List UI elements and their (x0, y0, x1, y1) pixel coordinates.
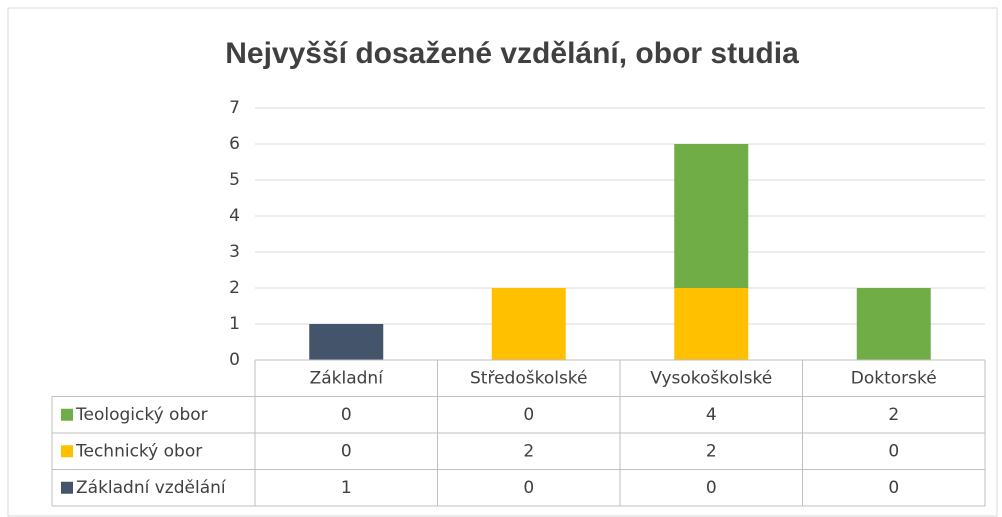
bar-segment (856, 288, 931, 360)
table-value: 0 (888, 441, 899, 461)
chart-border (7, 7, 998, 517)
x-tick-label: Středoškolské (470, 368, 588, 388)
table-value: 0 (888, 478, 899, 498)
chart-title: Nejvyšší dosažené vzdělání, obor studia (225, 37, 799, 70)
table-value: 4 (706, 405, 717, 425)
legend-key (61, 408, 73, 421)
bar-segment (674, 144, 749, 288)
legend-key (61, 481, 73, 494)
legend-label: Teologický obor (75, 405, 208, 425)
bar-segment (674, 288, 749, 360)
table-value: 0 (523, 478, 534, 498)
table-value: 0 (523, 405, 534, 425)
y-tick-label: 6 (229, 134, 240, 154)
legend-label: Technický obor (75, 441, 202, 461)
y-tick-label: 0 (229, 350, 240, 370)
legend-key (61, 445, 73, 458)
y-tick-label: 3 (229, 242, 240, 262)
x-tick-label: Základní (310, 368, 385, 388)
table-value: 2 (523, 441, 534, 461)
table-value: 2 (888, 405, 899, 425)
table-value: 0 (706, 478, 717, 498)
y-tick-label: 1 (229, 314, 240, 334)
table-value: 0 (341, 405, 352, 425)
bar-segment (491, 288, 566, 360)
table-value: 0 (341, 441, 352, 461)
y-tick-label: 7 (229, 98, 240, 118)
bar-segment (309, 324, 384, 360)
y-tick-label: 2 (229, 278, 240, 298)
x-tick-label: Vysokoškolské (650, 368, 772, 388)
legend-label: Základní vzdělání (76, 478, 227, 498)
y-tick-label: 5 (229, 170, 240, 190)
table-value: 1 (341, 478, 352, 498)
table-value: 2 (706, 441, 717, 461)
x-tick-label: Doktorské (851, 368, 937, 388)
y-tick-label: 4 (229, 206, 240, 226)
